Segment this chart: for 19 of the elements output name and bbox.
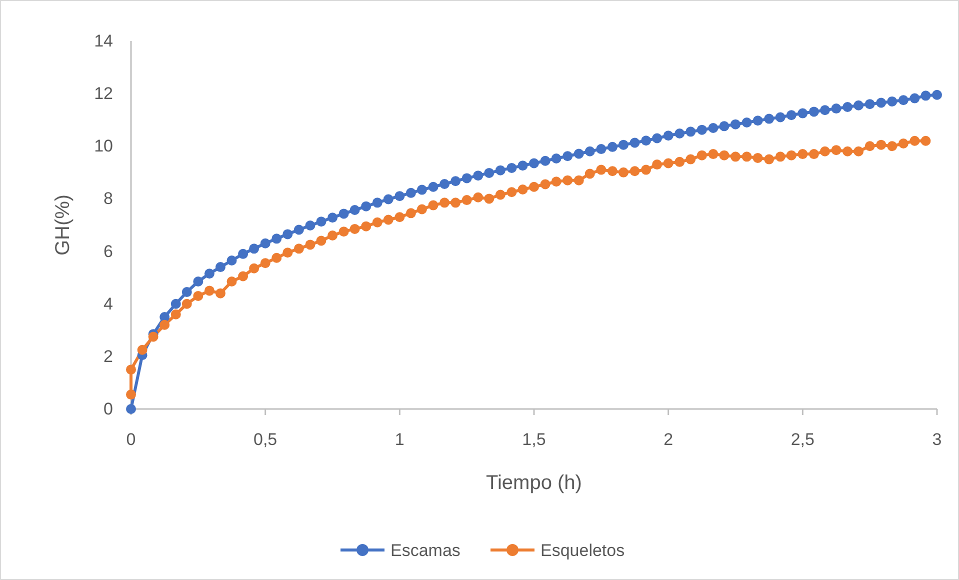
y-axis-title: GH(%) [52,194,74,256]
x-tick-label: 0,5 [254,430,278,449]
x-tick-label: 3 [932,430,942,449]
y-tick-label: 2 [104,346,113,366]
x-tick-label: 0 [126,430,136,449]
x-tick-label: 1,5 [522,430,546,449]
x-axis-title: Tiempo (h) [486,472,582,494]
y-tick-label: 4 [104,294,113,314]
legend-label: Escamas [390,540,460,560]
y-tick-label: 12 [94,84,113,104]
x-tick-label: 2 [664,430,674,449]
legend-label: Esqueletos [540,540,625,560]
y-tick-label: 14 [94,32,113,50]
y-tick-label: 6 [104,242,113,261]
y-tick-label: 8 [104,189,113,208]
y-tick-label: 10 [94,136,113,156]
y-tick-label: 0 [104,400,113,418]
x-tick-label: 2,5 [790,430,814,449]
x-tick-label: 1 [394,430,404,449]
